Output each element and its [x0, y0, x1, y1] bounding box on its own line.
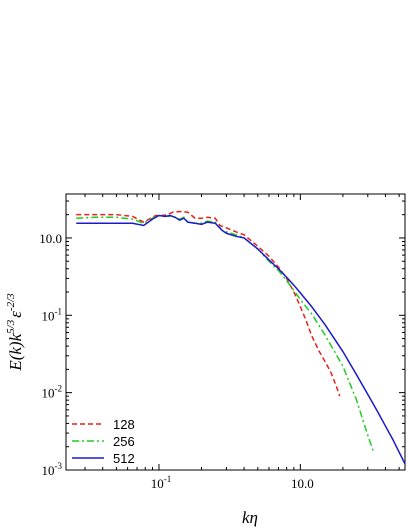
y-tick-label: 10-1: [42, 306, 63, 323]
y-label-part-c: ε: [6, 311, 25, 318]
x-tick-label: 10-1: [151, 474, 172, 491]
y-label-part-d: -2/3: [5, 293, 17, 311]
x-tick-label: 10.0: [291, 476, 314, 491]
legend-label-256: 256: [113, 434, 135, 449]
y-tick-label: 10-3: [42, 461, 63, 478]
y-tick-label: 10.0: [39, 231, 62, 246]
svg-text:E(k)k5/3ε-2/3: E(k)k5/3ε-2/3: [5, 293, 25, 372]
legend-label-512: 512: [113, 451, 135, 466]
legend: 128 256 512: [72, 417, 135, 466]
y-label-part-b: 5/3: [5, 319, 17, 334]
tick-labels: 10-1 10.0 10-3 10-2 10-1 10.0: [39, 231, 313, 491]
x-axis-label: kη: [242, 508, 258, 527]
y-tick-label: 10-2: [42, 384, 63, 401]
series-line-512: [76, 214, 406, 465]
y-label-part-a: E(k)k: [6, 333, 25, 371]
major-ticks: [66, 194, 405, 471]
series-layer: [76, 210, 406, 465]
minor-ticks: [66, 194, 405, 470]
series-line-128: [76, 210, 341, 397]
legend-label-128: 128: [113, 417, 135, 432]
y-axis-label: E(k)k5/3ε-2/3: [5, 293, 25, 372]
